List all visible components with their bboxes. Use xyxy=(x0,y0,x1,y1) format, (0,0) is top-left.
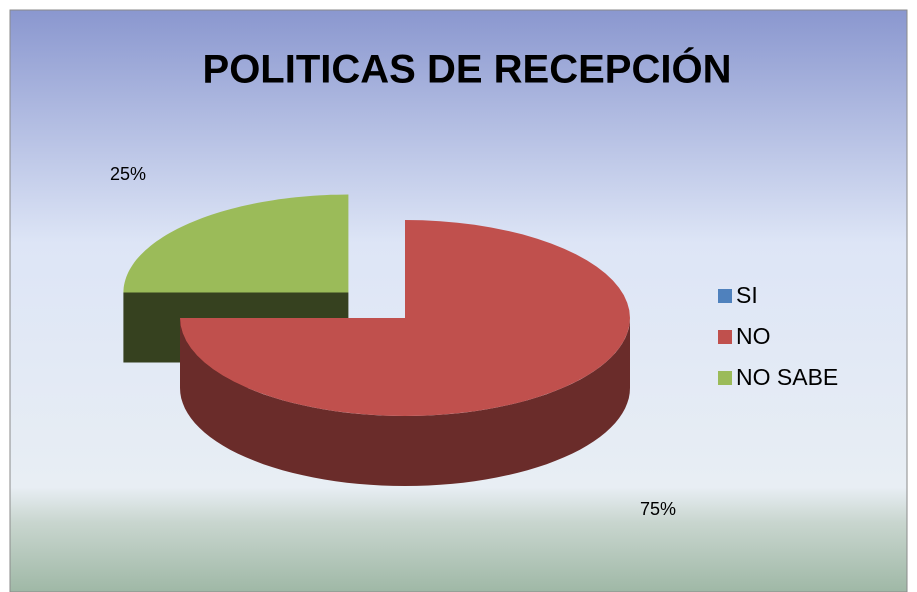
pie-slice xyxy=(180,220,630,416)
legend-label: NO SABE xyxy=(736,364,838,390)
legend-swatch xyxy=(718,289,732,303)
data-label: 25% xyxy=(110,164,146,184)
legend-label: NO xyxy=(736,323,771,349)
legend-swatch xyxy=(718,330,732,344)
legend-label: SI xyxy=(736,282,758,308)
pie-slice xyxy=(123,194,349,293)
chart-title: POLITICAS DE RECEPCIÓN xyxy=(203,46,732,92)
slice-wall xyxy=(180,318,630,486)
data-label: 75% xyxy=(640,499,676,519)
legend-swatch xyxy=(718,371,732,385)
